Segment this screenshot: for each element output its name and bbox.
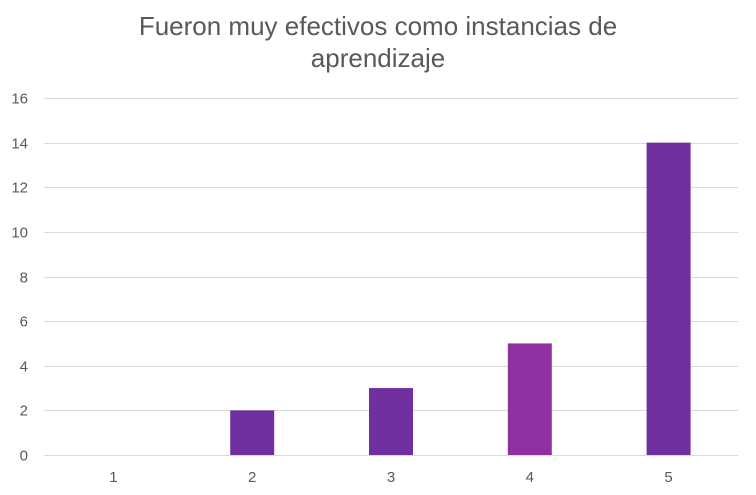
- y-tick-label: 14: [11, 136, 28, 153]
- y-tick-label: 0: [20, 448, 28, 465]
- bar-2: [230, 410, 275, 455]
- y-tick-label: 4: [20, 359, 28, 376]
- x-tick-label: 3: [387, 469, 395, 486]
- y-axis-tick-labels: 0 2 4 6 8 10 12 14 16: [11, 91, 28, 465]
- y-tick-label: 2: [20, 403, 28, 420]
- x-tick-label: 4: [526, 469, 534, 486]
- y-tick-label: 6: [20, 314, 28, 331]
- y-tick-label: 16: [11, 91, 28, 108]
- bar-3: [369, 388, 413, 455]
- x-tick-label: 5: [664, 469, 672, 486]
- bars: [230, 142, 691, 455]
- chart-title: Fueron muy efectivos como instancias de …: [0, 10, 756, 74]
- chart-title-line-1: Fueron muy efectivos como instancias de: [138, 11, 618, 41]
- y-tick-label: 12: [11, 180, 28, 197]
- x-tick-label: 1: [109, 469, 117, 486]
- gridlines: [44, 98, 738, 456]
- x-tick-label: 2: [248, 469, 256, 486]
- chart-title-line-2: aprendizaje: [310, 43, 446, 73]
- y-tick-label: 8: [20, 270, 28, 287]
- bar-5: [646, 142, 691, 455]
- y-tick-label: 10: [11, 225, 28, 242]
- x-axis-tick-labels: 1 2 3 4 5: [109, 469, 673, 486]
- bar-4: [507, 343, 552, 455]
